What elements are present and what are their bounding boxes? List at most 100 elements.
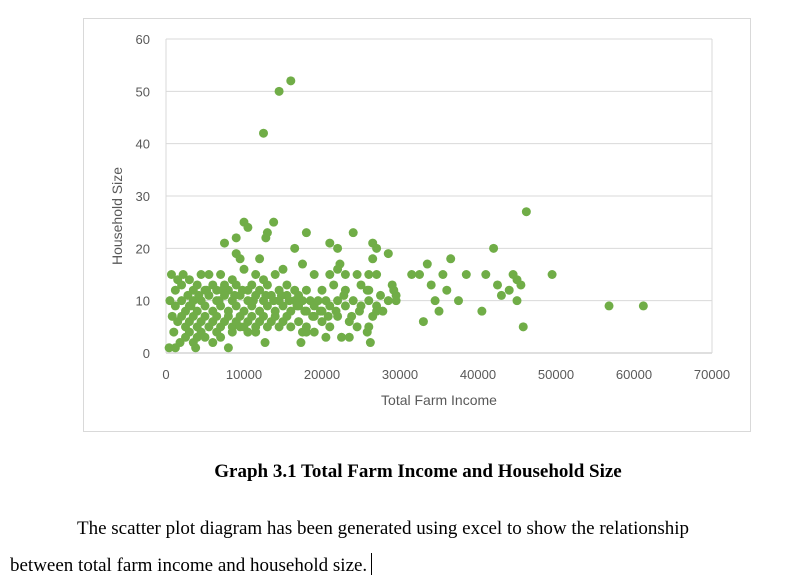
data-point: [362, 285, 372, 295]
data-point: [200, 301, 210, 311]
data-point: [278, 264, 288, 274]
data-point: [227, 327, 237, 337]
data-point: [315, 306, 325, 316]
data-point: [270, 270, 280, 279]
data-point: [260, 338, 270, 348]
x-tick-label: 50000: [538, 367, 574, 382]
body-paragraph: The scatter plot diagram has been genera…: [10, 510, 796, 584]
data-point: [235, 254, 245, 264]
data-point: [178, 270, 188, 279]
data-point: [301, 228, 311, 238]
data-point: [604, 301, 614, 311]
data-point: [247, 280, 257, 290]
data-point: [339, 290, 349, 300]
scatter-chart: 0 10 20 30 40 50 60 0 10000 20000 30000 40000 50000…: [109, 32, 730, 408]
figure-caption: Graph 3.1 Total Farm Income and Househol…: [214, 461, 622, 482]
data-point: [454, 296, 463, 306]
data-point: [177, 280, 187, 290]
data-point: [282, 280, 292, 290]
y-tick-label: 20: [136, 241, 150, 256]
data-point: [278, 301, 288, 311]
data-point: [259, 311, 268, 321]
data-point: [259, 128, 268, 138]
data-point: [269, 217, 279, 227]
paragraph-line-2: between total farm income and household …: [10, 555, 368, 576]
data-point: [286, 76, 296, 86]
data-point: [251, 327, 261, 337]
data-point: [262, 228, 272, 238]
data-point: [383, 296, 393, 306]
data-point: [202, 285, 212, 295]
data-point: [294, 317, 304, 327]
data-point: [169, 327, 179, 337]
data-point: [378, 306, 388, 316]
y-tick-label: 0: [143, 346, 150, 361]
y-tick-label: 10: [136, 294, 150, 309]
data-point: [200, 311, 210, 321]
data-point: [301, 285, 311, 295]
data-point: [184, 327, 194, 337]
data-point: [237, 285, 247, 295]
data-point: [220, 238, 229, 248]
data-point: [166, 270, 176, 279]
data-point: [362, 327, 372, 337]
data-point: [243, 327, 253, 337]
data-point: [243, 222, 253, 232]
data-point: [364, 270, 374, 279]
data-point: [235, 322, 245, 332]
data-point: [270, 311, 280, 321]
y-tick-labels: 0 10 20 30 40 50 60: [136, 32, 150, 361]
data-point: [321, 332, 331, 342]
data-point: [331, 306, 341, 316]
data-point: [426, 280, 436, 290]
data-point: [418, 317, 428, 327]
data-point: [313, 296, 323, 306]
data-point: [372, 243, 382, 253]
data-point: [247, 311, 257, 321]
data-point: [337, 332, 346, 342]
data-points: [164, 76, 648, 353]
data-point: [329, 280, 339, 290]
data-point: [496, 290, 506, 300]
data-point: [231, 301, 241, 311]
data-point: [325, 322, 335, 332]
data-point: [317, 317, 327, 327]
data-point: [286, 322, 296, 332]
data-point: [364, 296, 374, 306]
data-point: [184, 275, 194, 285]
data-point: [177, 311, 187, 321]
y-axis-title: Household Size: [109, 167, 125, 265]
data-point: [434, 306, 444, 316]
data-point: [333, 296, 343, 306]
data-point: [504, 285, 514, 295]
x-tick-label: 0: [162, 367, 169, 382]
data-point: [365, 338, 375, 348]
y-tick-label: 30: [136, 189, 150, 204]
x-tick-label: 60000: [616, 367, 652, 382]
y-tick-label: 50: [136, 84, 150, 99]
data-point: [389, 285, 399, 295]
data-point: [518, 322, 528, 332]
x-tick-labels: 0 10000 20000 30000 40000 50000 60000 70000: [162, 367, 730, 382]
data-point: [230, 290, 240, 300]
data-point: [323, 311, 333, 321]
data-point: [239, 264, 249, 274]
data-point: [296, 338, 306, 348]
data-point: [516, 280, 526, 290]
data-point: [261, 290, 271, 300]
y-tick-label: 40: [136, 137, 150, 152]
data-point: [274, 86, 284, 96]
data-point: [301, 327, 311, 337]
data-point: [325, 238, 335, 248]
data-point: [216, 332, 226, 342]
data-point: [356, 280, 366, 290]
data-point: [493, 280, 502, 290]
data-point: [430, 296, 440, 306]
data-point: [521, 207, 531, 217]
data-point: [372, 306, 382, 316]
data-point: [183, 290, 193, 300]
data-point: [354, 306, 364, 316]
data-point: [477, 306, 487, 316]
data-point: [300, 306, 310, 316]
data-point: [512, 296, 522, 306]
